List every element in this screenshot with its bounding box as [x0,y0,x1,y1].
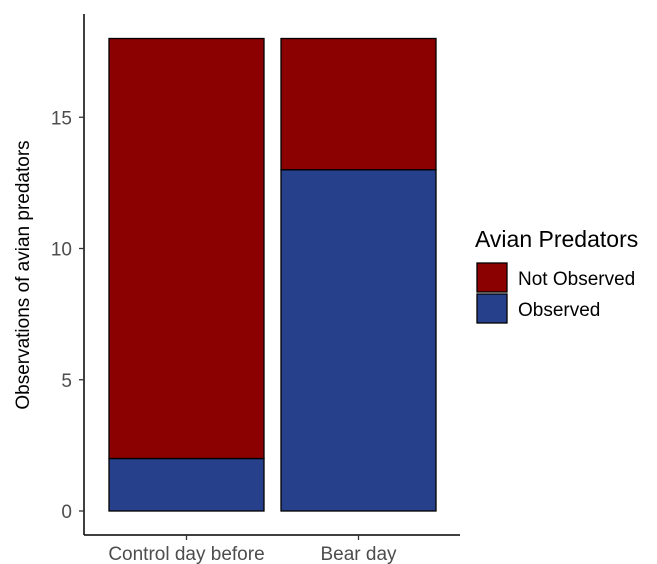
bars-group [108,37,437,512]
bar-not-observed-1 [108,37,265,460]
legend-label-observed: Observed [518,300,600,321]
x-ticks-group: Control day before Bear day [108,535,397,564]
bar-observed-2 [280,169,437,512]
y-tick-label: 0 [61,502,72,523]
legend-title: Avian Predators [475,226,638,252]
y-tick-label: 10 [51,240,72,261]
y-tick-label: 15 [51,108,72,129]
y-tick-label: 5 [61,371,72,392]
bar-observed-1 [108,457,265,512]
legend-label-not-observed: Not Observed [518,269,635,290]
y-axis-title: Observations of avian predators [13,140,34,409]
bar-not-observed-2 [280,37,437,171]
legend-swatch-observed [476,293,508,324]
legend-swatch-not-observed [476,262,508,293]
legend: Avian Predators Not Observed Observed [475,226,638,324]
y-ticks-group: 0 5 10 15 [51,108,84,523]
x-tick-label: Bear day [320,544,397,564]
x-tick-label: Control day before [108,544,264,564]
